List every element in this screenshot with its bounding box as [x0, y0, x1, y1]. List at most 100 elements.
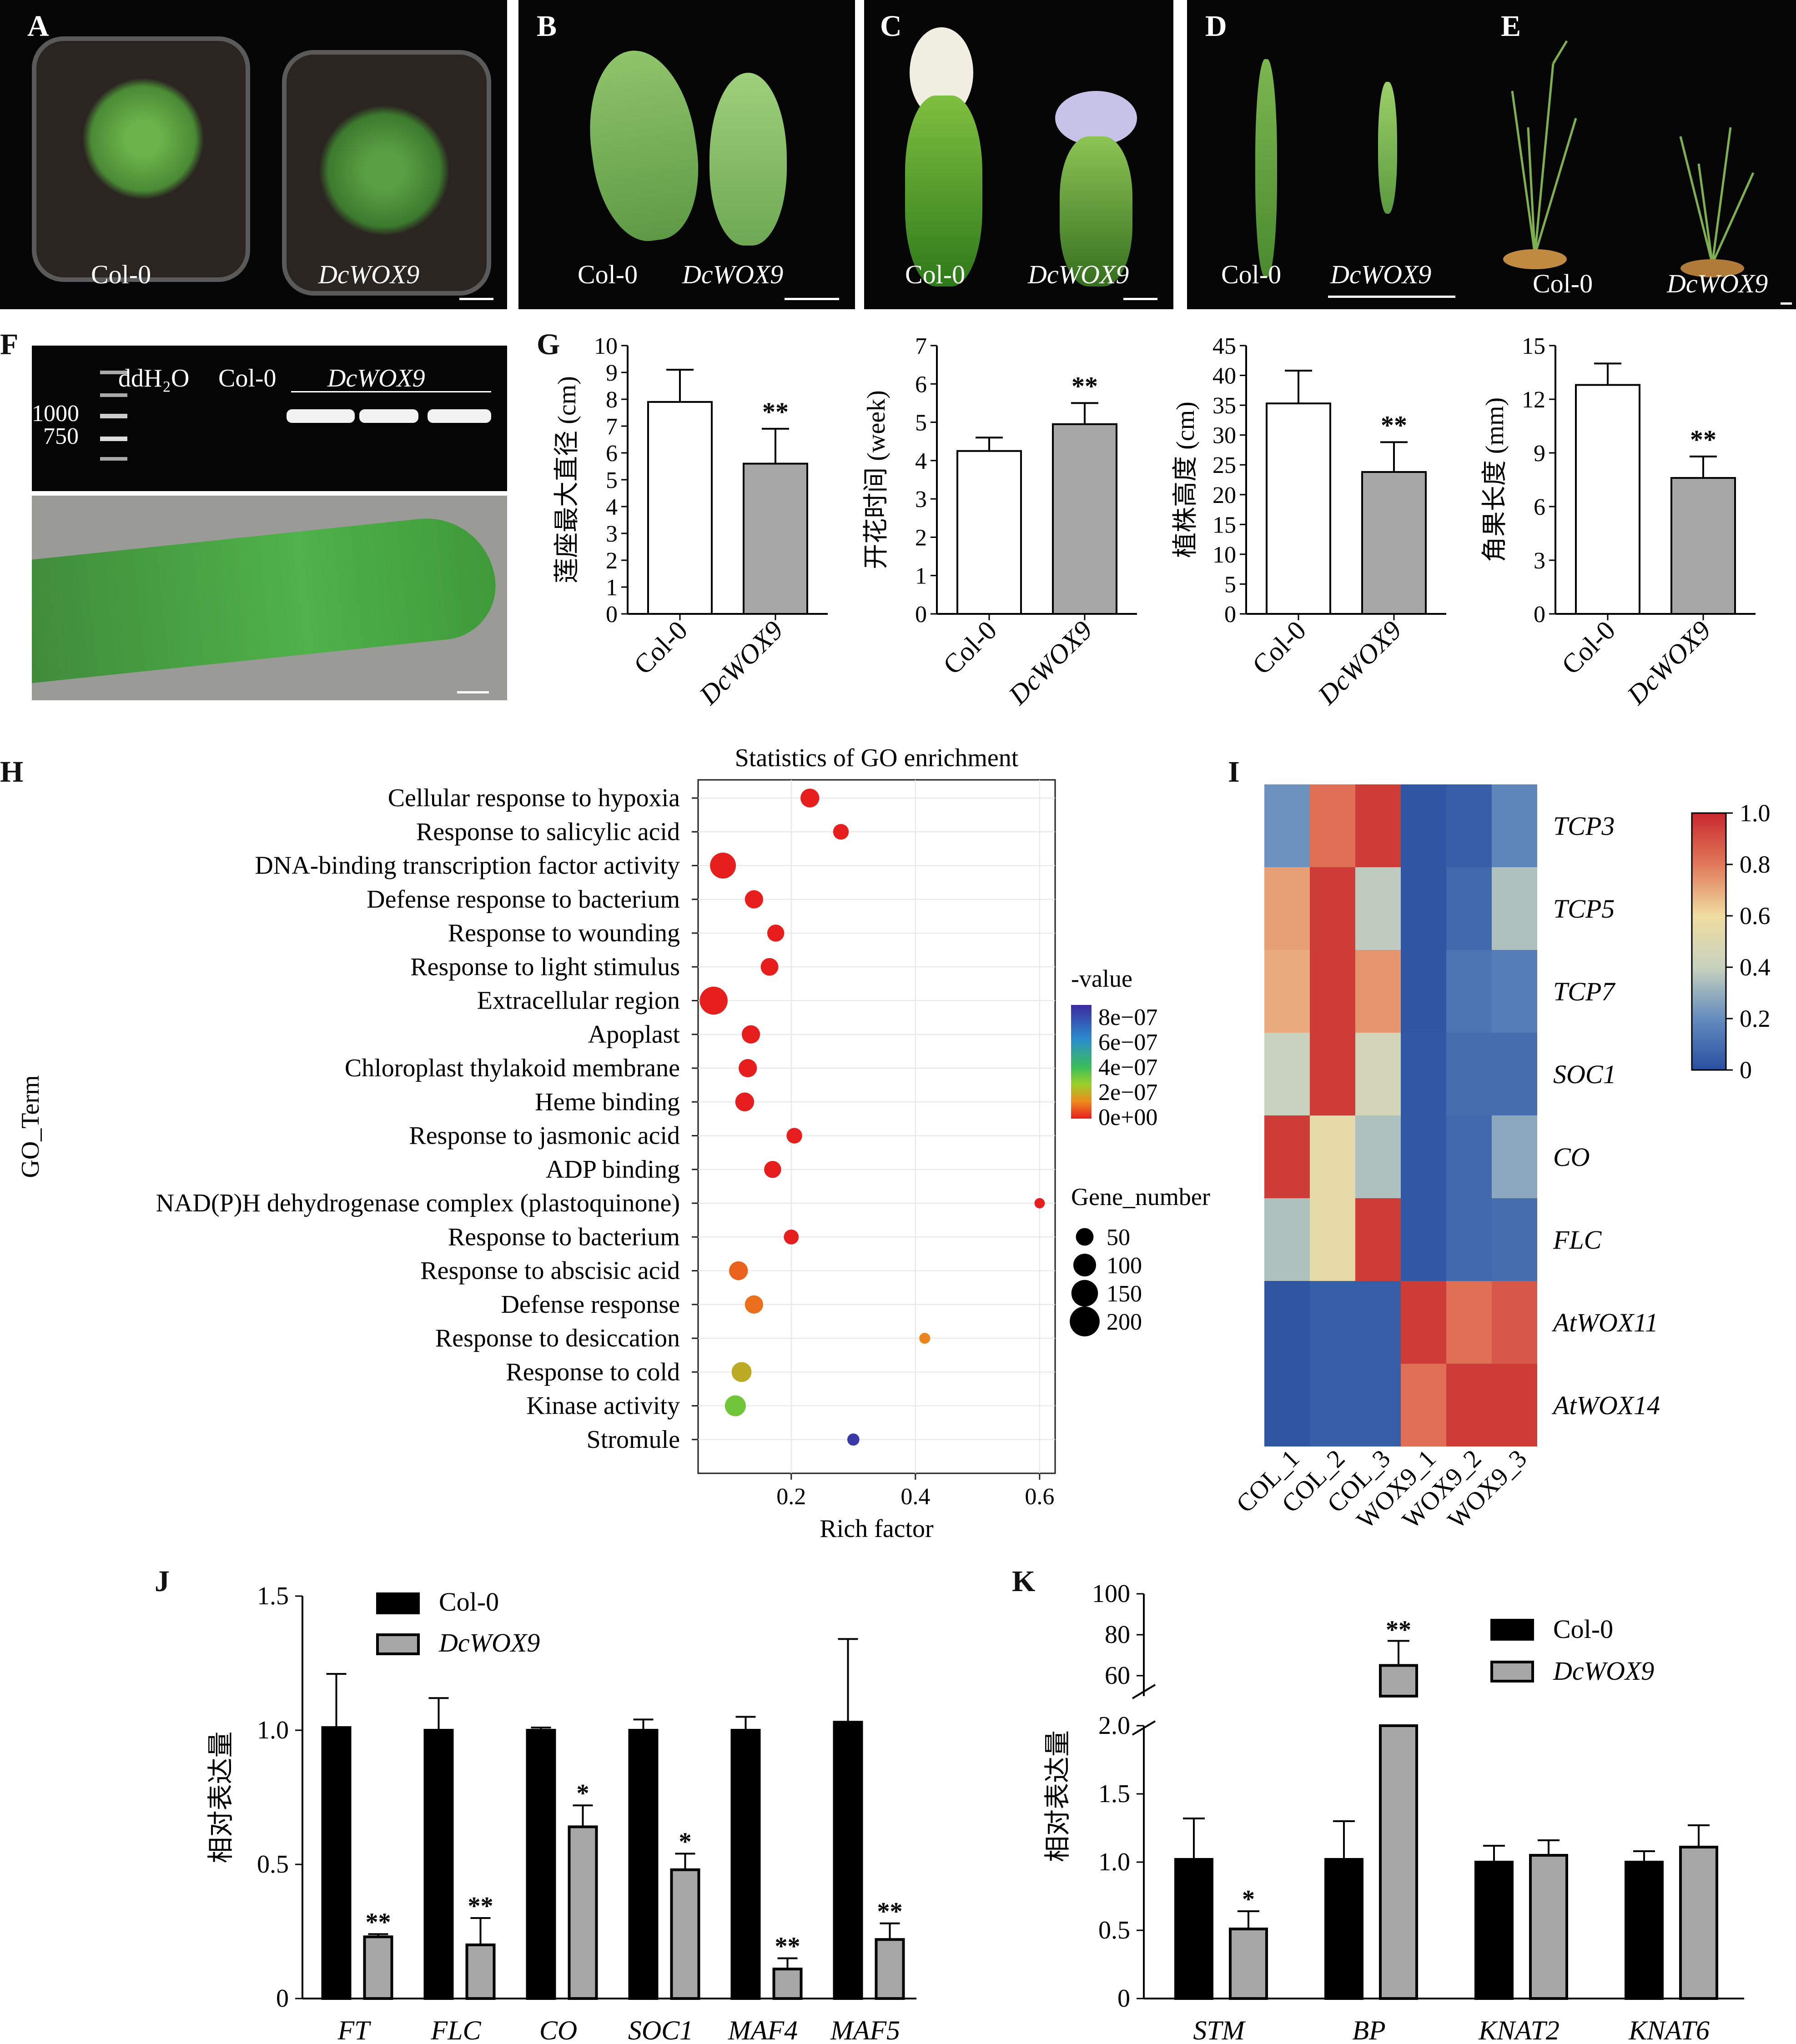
label-col0-d: Col-0 — [1221, 260, 1282, 289]
plant-rosette-right — [318, 105, 450, 236]
ladder-band — [100, 393, 127, 397]
pvalue-colorbar — [1071, 1005, 1092, 1119]
expression-heatmap: TCP3TCP5TCP7SOC1COFLCAtWOX11AtWOX14COL_1… — [1231, 784, 1771, 1534]
heatmap-cell — [1310, 950, 1355, 1033]
lane-group-line — [291, 391, 491, 392]
go-term-label: Response to abscisic acid — [420, 1257, 680, 1285]
ladder-band — [100, 457, 127, 461]
gene-row-label: AtWOX14 — [1551, 1391, 1660, 1420]
y-tick-label: 6 — [1534, 494, 1545, 520]
gene-row-label: TCP5 — [1553, 894, 1615, 924]
y-tick-label: 6 — [606, 441, 618, 467]
heatmap-cell — [1264, 784, 1310, 867]
colorbar-tick-label: 0.6 — [1740, 902, 1771, 929]
y-tick-label: 3 — [915, 487, 927, 512]
bar — [628, 1729, 659, 2000]
go-term-label: Response to jasmonic acid — [409, 1122, 680, 1150]
heatmap-cell — [1355, 867, 1401, 950]
heatmap-cell — [1401, 1198, 1446, 1281]
significance-mark: ** — [1690, 425, 1716, 454]
go-term-label: Apoplast — [588, 1020, 680, 1049]
colorbar-tick-label: 0 — [1740, 1056, 1752, 1084]
heatmap-cell — [1355, 1281, 1401, 1364]
panel-letter-f: F — [0, 328, 19, 361]
bar — [363, 1935, 393, 2000]
scale-bar — [457, 691, 489, 693]
heatmap-cell — [1401, 867, 1446, 950]
gene-legend-title: Gene_number — [1071, 1183, 1210, 1210]
go-term-label: Response to salicylic acid — [416, 818, 680, 846]
marker-1000: 1000 — [32, 401, 79, 427]
panel-letter-h: H — [0, 755, 24, 788]
lane-label-col0: Col-0 — [218, 364, 277, 392]
heatmap-cell — [1446, 867, 1492, 950]
pvalue-tick-label: 4e−07 — [1098, 1055, 1157, 1080]
gene-row-label: TCP7 — [1553, 977, 1615, 1006]
go-dot — [764, 1161, 781, 1178]
y-tick-label: 20 — [1212, 482, 1236, 508]
go-term-label: Heme binding — [535, 1088, 680, 1116]
heatmap-cell — [1355, 1364, 1401, 1446]
heatmap-cell — [1492, 1198, 1537, 1281]
go-dot — [710, 853, 736, 879]
pvalue-tick-label: 2e−07 — [1098, 1080, 1157, 1105]
flower-bud-col0 — [905, 95, 982, 286]
bar — [647, 401, 713, 615]
y-tick-label: 10 — [1212, 542, 1236, 568]
bar — [423, 1729, 454, 2000]
heatmap-cell — [1355, 1198, 1401, 1281]
bar — [568, 1825, 598, 2000]
colorbar — [1691, 812, 1727, 1071]
scale-bar — [1781, 302, 1792, 305]
y-tick-label: 1.5 — [1098, 1780, 1130, 1808]
y-tick-label: 5 — [606, 467, 618, 493]
heatmap-cell — [1492, 1364, 1537, 1446]
y-axis-label: 莲座最大直径 (cm) — [553, 376, 581, 583]
go-dot — [745, 1295, 763, 1314]
legend-swatch — [1490, 1619, 1534, 1641]
y-tick-label: 5 — [915, 410, 927, 436]
x-tick-label: MAF4 — [728, 2015, 798, 2044]
x-tick-label: SOC1 — [628, 2015, 693, 2044]
go-dot — [745, 890, 763, 909]
go-term-label: Extracellular region — [477, 987, 680, 1015]
gel-image: ddH₂O Col-0 DcWOX9 1000 750 — [32, 346, 507, 491]
y-tick-label: 30 — [1212, 423, 1236, 449]
heatmap-cell — [1446, 950, 1492, 1033]
y-tick-label: 15 — [1522, 333, 1545, 359]
y-tick-label: 80 — [1105, 1621, 1130, 1649]
label-dcwox9-d: DcWOX9 — [1330, 260, 1432, 289]
photo-d: Col-0 DcWOX9 — [1187, 0, 1496, 309]
x-tick-label: DcWOX9 — [1002, 615, 1098, 711]
x-tick-label: 0.6 — [1025, 1484, 1054, 1510]
photo-b: Col-0 DcWOX9 — [518, 0, 855, 309]
chart-title: Statistics of GO enrichment — [735, 744, 1019, 772]
y-axis-label: 相对表达量 — [1043, 1730, 1072, 1862]
y-tick-label: 12 — [1522, 387, 1545, 413]
y-axis-label: GO_Term — [16, 1075, 45, 1178]
significance-mark: ** — [1072, 371, 1098, 401]
legend-label: DcWOX9 — [438, 1628, 540, 1657]
heatmap-cell — [1401, 1281, 1446, 1364]
panel-letter-a: A — [27, 10, 49, 43]
bar — [1174, 1858, 1213, 2000]
bar — [1679, 1846, 1718, 2000]
bar — [772, 1968, 803, 2000]
heatmap-cell — [1264, 1364, 1310, 1446]
go-dot — [724, 1395, 746, 1416]
go-term-label: Response to desiccation — [435, 1324, 680, 1352]
bar — [321, 1726, 352, 2000]
x-tick-label: CO — [539, 2015, 577, 2044]
x-tick-label: DcWOX9 — [1312, 615, 1407, 711]
gene-legend-dot — [1076, 1228, 1094, 1246]
heatmap-cell — [1264, 1281, 1310, 1364]
x-tick-label: KNAT2 — [1478, 2015, 1560, 2044]
y-tick-label: 0 — [1117, 1984, 1130, 2013]
label-col0-c: Col-0 — [905, 260, 966, 289]
go-dot — [800, 788, 820, 808]
y-tick-label: 60 — [1105, 1662, 1130, 1690]
leaf-col0 — [578, 44, 709, 247]
pvalue-tick-label: 6e−07 — [1098, 1030, 1157, 1055]
y-tick-label: 10 — [594, 333, 618, 359]
